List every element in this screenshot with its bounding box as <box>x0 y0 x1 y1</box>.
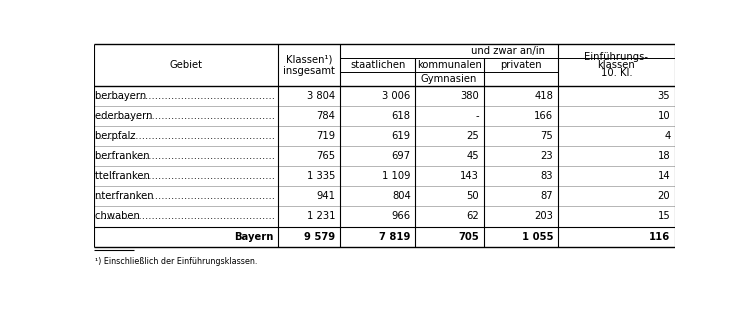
Text: staatlichen: staatlichen <box>350 60 406 70</box>
Text: 765: 765 <box>316 151 335 161</box>
Text: 62: 62 <box>466 211 479 222</box>
Text: 1 055: 1 055 <box>522 231 554 242</box>
Text: 143: 143 <box>460 171 479 181</box>
Text: privaten: privaten <box>500 60 542 70</box>
Text: 116: 116 <box>649 231 670 242</box>
Text: 83: 83 <box>541 171 554 181</box>
Text: 418: 418 <box>535 91 554 101</box>
Text: 23: 23 <box>541 151 554 161</box>
Text: 75: 75 <box>541 131 554 142</box>
Text: Bayern: Bayern <box>234 231 274 242</box>
Text: 705: 705 <box>458 231 479 242</box>
Text: 10: 10 <box>658 111 670 121</box>
Text: 784: 784 <box>316 111 335 121</box>
Text: ............................................................: ........................................… <box>81 171 276 181</box>
Text: ¹) Einschließlich der Einführungsklassen.: ¹) Einschließlich der Einführungsklassen… <box>95 256 258 265</box>
Text: Gebiet: Gebiet <box>170 60 202 70</box>
Text: 9 579: 9 579 <box>304 231 335 242</box>
Text: ............................................................: ........................................… <box>81 151 276 161</box>
Text: Einführungs-: Einführungs- <box>584 53 649 62</box>
Text: 1 231: 1 231 <box>307 211 335 222</box>
Text: 3 804: 3 804 <box>308 91 335 101</box>
Text: berbayern: berbayern <box>95 91 150 101</box>
Text: 87: 87 <box>541 192 554 201</box>
Text: 45: 45 <box>466 151 479 161</box>
Text: 4: 4 <box>664 131 670 142</box>
Text: 966: 966 <box>392 211 411 222</box>
Text: insgesamt: insgesamt <box>284 66 335 76</box>
Text: 7 819: 7 819 <box>380 231 411 242</box>
Text: 380: 380 <box>460 91 479 101</box>
Text: 719: 719 <box>316 131 335 142</box>
Text: 35: 35 <box>658 91 670 101</box>
Text: chwaben: chwaben <box>95 211 143 222</box>
Text: 166: 166 <box>534 111 554 121</box>
Text: berfranken: berfranken <box>95 151 153 161</box>
Text: 697: 697 <box>392 151 411 161</box>
Text: ............................................................: ........................................… <box>81 131 276 142</box>
Text: 1 335: 1 335 <box>308 171 335 181</box>
Text: 18: 18 <box>658 151 670 161</box>
Text: 3 006: 3 006 <box>382 91 411 101</box>
Text: 203: 203 <box>535 211 554 222</box>
Text: und zwar an/in: und zwar an/in <box>470 46 544 56</box>
Text: Klassen¹): Klassen¹) <box>286 55 332 65</box>
Text: 25: 25 <box>466 131 479 142</box>
Text: ederbayern: ederbayern <box>95 111 156 121</box>
Text: nterfranken: nterfranken <box>95 192 157 201</box>
Text: 804: 804 <box>392 192 411 201</box>
Text: 941: 941 <box>316 192 335 201</box>
Text: berpfalz: berpfalz <box>95 131 139 142</box>
Text: 618: 618 <box>392 111 411 121</box>
Text: ttelfranken: ttelfranken <box>95 171 153 181</box>
Text: klassen: klassen <box>598 60 635 70</box>
Text: 1 109: 1 109 <box>382 171 411 181</box>
Text: 10. Kl.: 10. Kl. <box>601 68 632 78</box>
Text: -: - <box>476 111 479 121</box>
Text: ............................................................: ........................................… <box>81 211 276 222</box>
Text: kommunalen: kommunalen <box>417 60 482 70</box>
Text: ............................................................: ........................................… <box>81 111 276 121</box>
Text: 50: 50 <box>466 192 479 201</box>
Text: 14: 14 <box>658 171 670 181</box>
Text: 20: 20 <box>658 192 670 201</box>
Text: Gymnasien: Gymnasien <box>421 74 477 84</box>
Text: 619: 619 <box>392 131 411 142</box>
Text: ............................................................: ........................................… <box>81 192 276 201</box>
Text: ............................................................: ........................................… <box>81 91 276 101</box>
Text: 15: 15 <box>658 211 670 222</box>
